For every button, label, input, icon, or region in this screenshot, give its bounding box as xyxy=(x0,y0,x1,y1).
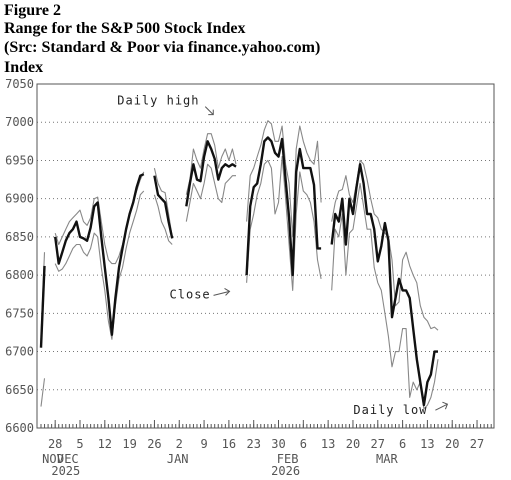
x-tick-label: 20 xyxy=(445,437,459,451)
annotation-daily-low: Daily low xyxy=(353,403,427,417)
daily-low-line xyxy=(40,378,46,407)
x-year-label: 2026 xyxy=(271,464,300,478)
arrow-close xyxy=(213,290,230,296)
close-line xyxy=(185,140,237,207)
y-axis-title: Index xyxy=(4,59,44,76)
y-tick-label: 6650 xyxy=(5,383,34,397)
close-line xyxy=(153,175,174,239)
chart-title: Range for the S&P 500 Stock Index xyxy=(4,20,246,37)
y-tick-label: 6700 xyxy=(5,345,34,359)
y-tick-label: 6850 xyxy=(5,230,34,244)
y-tick-label: 6800 xyxy=(5,268,34,282)
daily-low-line xyxy=(54,190,145,340)
daily-high-line xyxy=(331,159,439,331)
plot-border xyxy=(36,83,495,429)
plot-frame xyxy=(36,83,495,429)
figure-number: Figure 2 xyxy=(4,2,62,19)
y-tick-label: 7050 xyxy=(5,77,34,91)
x-year-label: 2025 xyxy=(51,464,80,478)
arrow-daily-high xyxy=(204,106,214,115)
x-tick-label: 2 xyxy=(176,437,183,451)
annotations: Daily high Close Daily low xyxy=(117,94,449,417)
close-series xyxy=(39,136,438,407)
x-tick-label: 6 xyxy=(300,437,307,451)
y-tick-label: 6600 xyxy=(5,421,34,435)
close-line xyxy=(330,163,438,407)
x-tick-label: 12 xyxy=(98,437,112,451)
y-axis: 6600 6650 6700 6750 6800 6850 6900 6950 7000 7050 xyxy=(5,77,34,435)
y-tick-label: 6950 xyxy=(5,153,34,167)
x-month-label: JAN xyxy=(167,452,189,466)
grid-lines xyxy=(37,121,494,391)
x-tick-label: 19 xyxy=(122,437,136,451)
x-tick-label: 30 xyxy=(271,437,285,451)
x-month-label: NOV xyxy=(42,452,64,466)
y-tick-label: 6750 xyxy=(5,306,34,320)
annotation-daily-high: Daily high xyxy=(117,94,199,108)
x-tick-label: 5 xyxy=(76,437,83,451)
x-month-label: MAR xyxy=(376,452,398,466)
x-tick-label: 27 xyxy=(371,437,385,451)
arrowhead-daily-high xyxy=(208,109,214,116)
daily-high-line xyxy=(153,167,173,237)
x-tick-label: 9 xyxy=(200,437,207,451)
close-line xyxy=(245,136,322,277)
x-tick-label: 13 xyxy=(420,437,434,451)
arrow-daily-low xyxy=(435,403,448,411)
daily-high-line xyxy=(185,133,237,195)
x-tick-label: 16 xyxy=(222,437,236,451)
x-tick-label: 6 xyxy=(399,437,406,451)
x-tick-label: 26 xyxy=(147,437,161,451)
close-line xyxy=(39,265,46,348)
chart-source: (Src: Standard & Poor via finance.yahoo.… xyxy=(4,39,321,56)
daily-low-line xyxy=(185,163,236,222)
daily-low-line xyxy=(246,156,322,291)
daily-high-line xyxy=(246,120,322,238)
daily-low-line xyxy=(153,194,173,245)
x-tick-label: 23 xyxy=(246,437,260,451)
x-month-label: DEC xyxy=(57,452,79,466)
x-tick-label: 28 xyxy=(48,437,62,451)
arrowhead-close xyxy=(224,287,231,296)
daily-high-series xyxy=(40,120,439,337)
x-tick-label: 13 xyxy=(321,437,335,451)
y-tick-label: 7000 xyxy=(5,115,34,129)
x-tick-label: 27 xyxy=(470,437,484,451)
close-line xyxy=(54,173,145,336)
daily-low-series xyxy=(40,156,439,410)
annotation-close: Close xyxy=(170,287,211,301)
arrowhead-daily-low xyxy=(442,401,449,410)
x-month-label: FEB xyxy=(277,452,299,466)
x-tick-label: 20 xyxy=(346,437,360,451)
y-tick-label: 6900 xyxy=(5,192,34,206)
